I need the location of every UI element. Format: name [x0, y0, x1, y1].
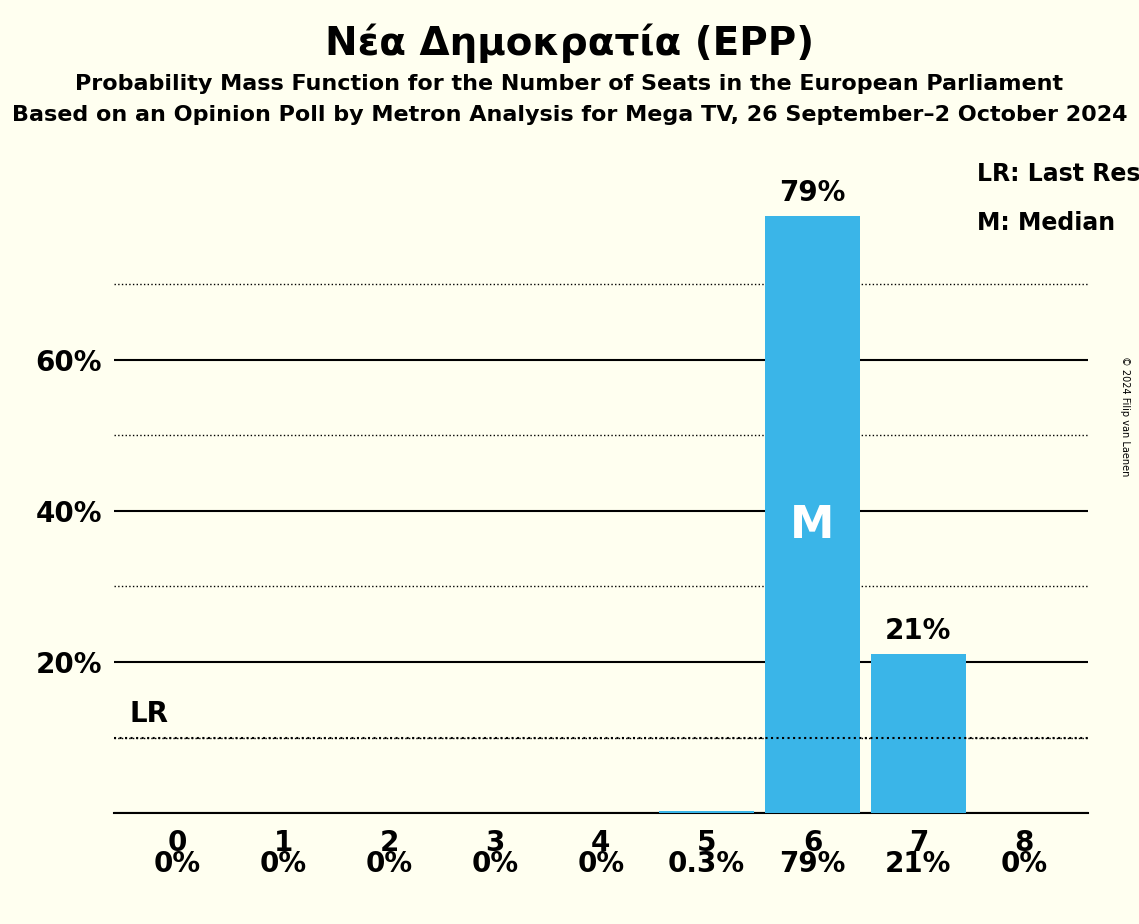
Text: 79%: 79% [779, 850, 846, 878]
Text: M: Median: M: Median [976, 212, 1115, 236]
Text: M: M [790, 505, 835, 547]
Text: LR: Last Result: LR: Last Result [976, 163, 1139, 187]
Text: 0%: 0% [154, 850, 200, 878]
Bar [659, 811, 754, 813]
Text: 0%: 0% [260, 850, 306, 878]
Bar [870, 654, 966, 813]
Text: 21%: 21% [885, 850, 951, 878]
Text: Probability Mass Function for the Number of Seats in the European Parliament: Probability Mass Function for the Number… [75, 74, 1064, 94]
Text: 79%: 79% [779, 179, 846, 207]
Text: 0%: 0% [577, 850, 624, 878]
Text: Νέα Δημοκρατία (EPP): Νέα Δημοκρατία (EPP) [325, 23, 814, 63]
Text: © 2024 Filip van Laenen: © 2024 Filip van Laenen [1121, 356, 1130, 476]
Text: 21%: 21% [885, 617, 951, 645]
Text: 0%: 0% [1001, 850, 1048, 878]
Text: 0%: 0% [472, 850, 518, 878]
Text: LR: LR [130, 699, 169, 728]
Bar [765, 216, 860, 813]
Text: Based on an Opinion Poll by Metron Analysis for Mega TV, 26 September–2 October : Based on an Opinion Poll by Metron Analy… [11, 105, 1128, 126]
Text: 0.3%: 0.3% [669, 850, 745, 878]
Text: 0%: 0% [366, 850, 412, 878]
